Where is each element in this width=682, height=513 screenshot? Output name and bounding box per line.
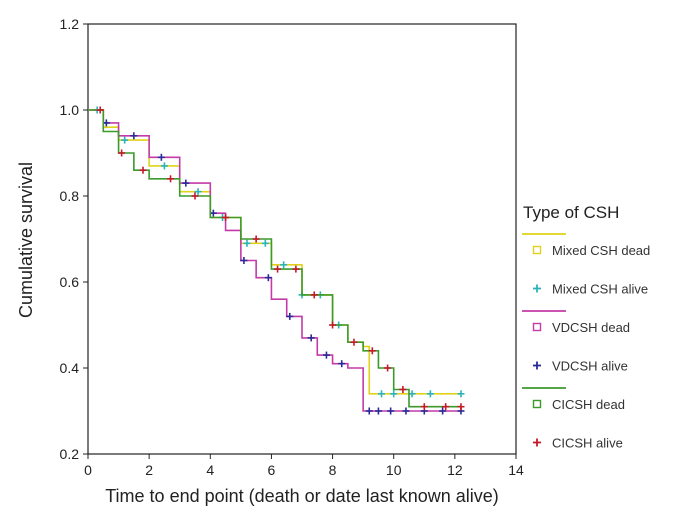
cicsh-censor-mark [118, 149, 126, 157]
cicsh-censor-mark [96, 106, 104, 114]
cicsh-censor-mark [167, 175, 175, 183]
legend-label: Mixed CSH alive [552, 282, 648, 297]
x-tick-label: 2 [145, 462, 153, 478]
cicsh-censor-mark [420, 403, 428, 411]
legend-item-mixed-csh-dead: Mixed CSH dead [522, 233, 650, 258]
y-tick-label: 1.0 [60, 102, 80, 118]
mixed-csh-censor-mark [243, 239, 251, 247]
vdcsh-censor-mark [157, 153, 165, 161]
cicsh-censor-mark [368, 347, 376, 355]
legend-marker [532, 322, 542, 332]
mixed-csh-censor-mark [121, 136, 129, 144]
vdcsh-censor-mark [402, 407, 410, 415]
vdcsh-censor-mark [338, 360, 346, 368]
y-tick-label: 0.4 [60, 360, 80, 376]
vdcsh-censor-mark [182, 179, 190, 187]
mixed-csh-censor-mark [280, 261, 288, 269]
vdcsh-censor-mark [286, 312, 294, 320]
ticks-layer: 0 2 4 6 8 10 12 14 0.2 0.4 0.6 0.8 1.0 1.2 [60, 16, 524, 478]
vdcsh-censor-mark [240, 257, 248, 264]
plot-area-frame [87, 23, 517, 455]
x-tick-label: 10 [386, 462, 402, 478]
x-tick-label: 12 [447, 462, 463, 478]
cicsh-censor-mark [252, 235, 260, 243]
mixed-csh-censor-mark [160, 162, 168, 170]
cicsh-censor-mark [399, 386, 407, 393]
vdcsh-censor-mark [374, 407, 382, 415]
mixed-csh-censor-mark [377, 390, 385, 398]
mixed-csh-censor-mark [261, 239, 269, 247]
y-tick-label: 1.2 [60, 16, 80, 32]
cicsh-censor-mark [292, 265, 300, 273]
vdcsh-censor-mark [439, 407, 447, 415]
legend-label: CICSH dead [552, 397, 625, 412]
mixed-csh-censor-mark [426, 390, 434, 398]
vdcsh-censor-mark [130, 132, 138, 140]
legend-item-cicsh-alive: CICSH alive [533, 436, 623, 451]
cicsh-censor-mark [274, 265, 282, 273]
vdcsh-censor-mark [387, 407, 395, 415]
cicsh-censor-mark [350, 338, 358, 346]
x-axis-title: Time to end point (death or date last kn… [105, 486, 499, 506]
cicsh-censor-mark [222, 214, 230, 221]
x-tick-label: 4 [206, 462, 214, 478]
cicsh-censor-mark [139, 166, 147, 174]
x-tick-label: 14 [508, 462, 524, 478]
cicsh-censor-mark [384, 364, 392, 372]
cicsh-survival-line [88, 109, 461, 408]
vdcsh-censor-mark [365, 407, 373, 415]
mixed-csh-censor-mark [194, 188, 202, 196]
legend-item-mixed-csh-alive: Mixed CSH alive [533, 282, 648, 297]
cicsh-censor-mark [457, 403, 465, 411]
legend-item-cicsh-dead: CICSH dead [522, 387, 625, 412]
y-tick-label: 0.2 [60, 446, 80, 462]
legend-label: VDCSH dead [552, 320, 630, 335]
vdcsh-censor-mark [307, 334, 315, 342]
legend-marker [532, 245, 542, 255]
legend-title: Type of CSH [523, 203, 619, 222]
vdcsh-censor-mark [322, 351, 330, 359]
legend-item-vdcsh-alive: VDCSH alive [533, 359, 628, 374]
cicsh-censor-mark [310, 291, 318, 299]
legend-label: VDCSH alive [552, 359, 628, 374]
cicsh-censor-mark [329, 321, 337, 329]
y-tick-label: 0.6 [60, 274, 80, 290]
cicsh-censor-mark [191, 192, 199, 200]
legend-label: CICSH alive [552, 436, 623, 451]
cicsh-censor-mark [442, 403, 450, 411]
legend-marker [532, 399, 542, 409]
x-tick-label: 6 [268, 462, 276, 478]
legend-item-vdcsh-dead: VDCSH dead [522, 310, 630, 335]
x-tick-label: 0 [84, 462, 92, 478]
legend: Mixed CSH dead Mixed CSH alive VDCSH dead V… [522, 233, 650, 451]
x-tick-label: 8 [329, 462, 337, 478]
series-layer [88, 106, 465, 415]
legend-label: Mixed CSH dead [552, 243, 650, 258]
vdcsh-censor-mark [264, 274, 272, 282]
y-axis-title: Cumulative survival [16, 162, 36, 318]
y-tick-label: 0.8 [60, 188, 80, 204]
mixed-csh-censor-mark [457, 390, 465, 398]
mixed-csh-censor-mark [390, 390, 398, 398]
